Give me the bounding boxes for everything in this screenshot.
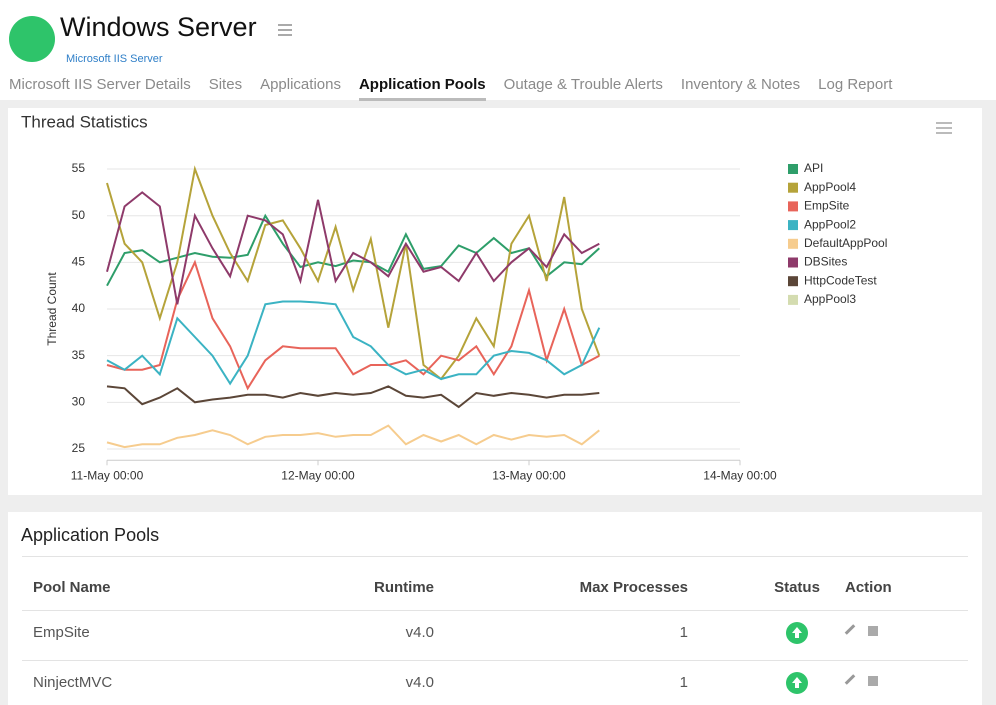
edit-icon[interactable] <box>844 624 856 635</box>
legend-label[interactable]: AppPool4 <box>804 180 856 194</box>
series-line <box>106 424 600 449</box>
legend-swatch[interactable] <box>788 182 798 193</box>
table-cell: 1 <box>679 624 688 641</box>
column-header: Pool Name <box>33 579 111 596</box>
row-divider <box>22 660 968 661</box>
legend-swatch[interactable] <box>788 201 798 212</box>
chart-menu[interactable] <box>936 122 952 134</box>
y-tick-label: 25 <box>72 441 86 455</box>
table-cell: EmpSite <box>33 624 90 641</box>
table-title: Application Pools <box>21 525 160 545</box>
status-icon <box>786 622 808 644</box>
legend-swatch[interactable] <box>788 276 798 287</box>
legend-swatch[interactable] <box>788 220 798 231</box>
tab[interactable]: Microsoft IIS Server Details <box>9 76 191 93</box>
page-title: Windows Server <box>60 12 257 42</box>
y-axis-label: Thread Count <box>45 272 59 346</box>
series-line <box>106 165 601 381</box>
table-cell: v4.0 <box>405 674 434 691</box>
tab[interactable]: Log Report <box>818 76 893 93</box>
legend-label[interactable]: HttpCodeTest <box>804 273 877 287</box>
tab[interactable]: Application Pools <box>358 76 486 101</box>
legend-swatch[interactable] <box>788 257 798 268</box>
table-panel: Application Pools Pool Name Runtime Max Pr… <box>8 512 982 705</box>
tab-bar: Microsoft IIS Server Details Sites Applica… <box>9 76 892 101</box>
delete-icon[interactable] <box>868 626 878 636</box>
status-icon <box>9 16 55 62</box>
x-tick-label: 13-May 00:00 <box>492 468 566 482</box>
series-line <box>106 300 601 386</box>
legend-swatch[interactable] <box>788 164 798 174</box>
series-line <box>106 385 600 409</box>
legend-label[interactable]: DefaultAppPool <box>804 236 887 250</box>
legend-swatch[interactable] <box>788 294 798 305</box>
x-tick-label: 12-May 00:00 <box>281 468 355 482</box>
row-divider <box>22 610 968 611</box>
table-cell: v4.0 <box>405 624 434 641</box>
chart: Thread Statistics Thread Count 25 30 35 40 4… <box>21 112 952 482</box>
y-tick-label: 50 <box>72 208 86 222</box>
series-line <box>106 213 600 287</box>
tab[interactable]: Applications <box>260 76 341 93</box>
menu-icon[interactable] <box>278 24 292 36</box>
subtitle[interactable]: Microsoft IIS Server <box>66 53 163 65</box>
x-tick-label: 14-May 00:00 <box>703 468 777 482</box>
y-tick-label: 35 <box>72 348 86 362</box>
y-tick-label: 30 <box>72 394 86 408</box>
legend-label[interactable]: API <box>804 161 823 175</box>
tab[interactable]: Outage & Trouble Alerts <box>503 76 663 93</box>
y-tick-label: 45 <box>72 255 86 269</box>
chart-title: Thread Statistics <box>21 112 148 131</box>
series-line <box>106 191 600 305</box>
table-cell: NinjectMVC <box>33 674 113 691</box>
delete-icon[interactable] <box>868 676 878 686</box>
table-cell: 1 <box>679 674 688 691</box>
chart-panel: Thread Statistics Thread Count 25 30 35 40 4… <box>8 108 982 495</box>
legend-label[interactable]: EmpSite <box>804 199 850 213</box>
column-header: Action <box>845 579 892 596</box>
column-header: Runtime <box>374 579 434 596</box>
y-tick-label: 40 <box>72 301 86 315</box>
legend-swatch[interactable] <box>788 238 798 249</box>
tab[interactable]: Sites <box>208 76 243 93</box>
column-header: Status <box>774 579 820 596</box>
column-header: Max Processes <box>579 579 688 596</box>
legend-label[interactable]: AppPool3 <box>804 292 856 306</box>
x-tick-label: 11-May 00:00 <box>71 468 144 482</box>
edit-icon[interactable] <box>844 674 856 685</box>
y-tick-label: 55 <box>72 161 86 175</box>
header: Windows Server Microsoft IIS Server Micr… <box>0 0 996 101</box>
series-line <box>106 259 600 391</box>
legend-label[interactable]: DBSites <box>804 255 847 269</box>
divider <box>22 556 968 557</box>
tab[interactable]: Inventory & Notes <box>680 76 801 93</box>
legend-label[interactable]: AppPool2 <box>804 217 856 231</box>
status-icon <box>786 672 808 694</box>
